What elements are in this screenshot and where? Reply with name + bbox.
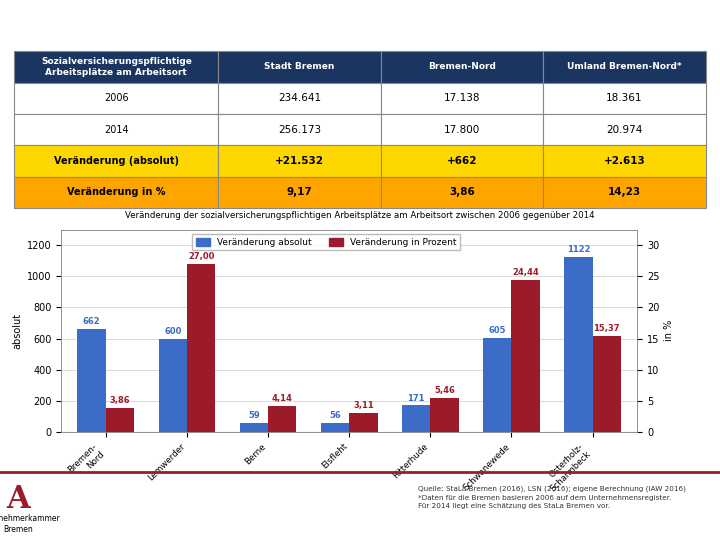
Bar [402,406,431,432]
Bar [14,177,218,208]
Text: Sozialversicherungspflichtige
Arbeitsplätze am Arbeitsort: Sozialversicherungspflichtige Arbeitsplä… [41,57,192,77]
Bar [381,51,543,83]
Text: 2006: 2006 [104,93,129,103]
Bar [564,257,593,432]
Bar [593,336,621,432]
Text: 171: 171 [408,394,425,402]
Text: Veränderung (absolut): Veränderung (absolut) [54,156,179,166]
Text: 2014: 2014 [104,125,129,134]
Text: 17.800: 17.800 [444,125,480,134]
Bar [158,339,187,432]
Text: Stadt Bremen: Stadt Bremen [264,63,335,71]
Bar [218,114,381,145]
Bar [106,408,134,432]
Y-axis label: absolut: absolut [13,313,23,349]
Bar [321,423,349,432]
Bar [14,114,218,145]
Bar [14,83,218,114]
Text: Arbeitnehmerkammer
Bremen: Arbeitnehmerkammer Bremen [0,514,60,534]
Bar [543,51,706,83]
Text: Quelle: StaLa Bremen (2016), LSN (2016); eigene Berechnung (IAW 2016)
*Daten für: Quelle: StaLa Bremen (2016), LSN (2016);… [418,486,685,509]
Bar [218,177,381,208]
Text: 5,46: 5,46 [434,386,455,395]
Bar [240,423,268,432]
Text: +21.532: +21.532 [275,156,324,166]
Bar [187,264,215,432]
Bar [218,83,381,114]
Text: 24,44: 24,44 [512,268,539,276]
Legend: Veränderung absolut, Veränderung in Prozent: Veränderung absolut, Veränderung in Proz… [192,234,460,251]
Text: 3,86: 3,86 [109,396,130,405]
Text: Veränderung der sozialversicherungspflichtigen Arbeitsplätze am Arbeitsort zwisc: Veränderung der sozialversicherungspflic… [125,212,595,220]
Bar [511,280,540,432]
Bar [218,145,381,177]
Text: 256.173: 256.173 [278,125,321,134]
Text: 9,17: 9,17 [287,187,312,197]
Y-axis label: in %: in % [664,320,674,341]
Bar [78,329,106,432]
Bar [431,398,459,432]
Bar [543,83,706,114]
Bar [381,177,543,208]
Bar [268,406,297,432]
Text: 4,14: 4,14 [272,394,293,403]
Text: Veränderung in %: Veränderung in % [67,187,166,197]
Text: Umland Bremen-Nord*: Umland Bremen-Nord* [567,63,682,71]
Text: 18.361: 18.361 [606,93,643,103]
Text: A: A [6,484,30,515]
Text: 605: 605 [488,326,506,335]
Text: +662: +662 [446,156,477,166]
Bar [349,413,377,432]
Text: 600: 600 [164,327,181,336]
Text: 15,37: 15,37 [593,324,620,333]
Bar [14,51,218,83]
Text: 3,86: 3,86 [449,187,474,197]
Text: Bremen-Nord: Bremen-Nord [428,63,496,71]
Bar [543,114,706,145]
Text: 27,00: 27,00 [188,252,215,261]
Bar [14,145,218,177]
Text: 17.138: 17.138 [444,93,480,103]
Text: +2.613: +2.613 [603,156,645,166]
Text: 14,23: 14,23 [608,187,641,197]
Text: SV-pflichtig Beschäftigte am Arbeitsort: SV-pflichtig Beschäftigte am Arbeitsort [161,16,559,34]
Bar [381,145,543,177]
Bar [218,51,381,83]
Text: 3,11: 3,11 [353,401,374,409]
Bar [543,145,706,177]
Bar [483,338,511,432]
Text: 59: 59 [248,411,260,420]
Text: 20.974: 20.974 [606,125,642,134]
Text: 56: 56 [329,411,341,421]
Text: 1122: 1122 [567,245,590,254]
Bar [543,177,706,208]
Bar [381,83,543,114]
Text: 234.641: 234.641 [278,93,321,103]
Text: 662: 662 [83,317,100,326]
Bar [381,114,543,145]
